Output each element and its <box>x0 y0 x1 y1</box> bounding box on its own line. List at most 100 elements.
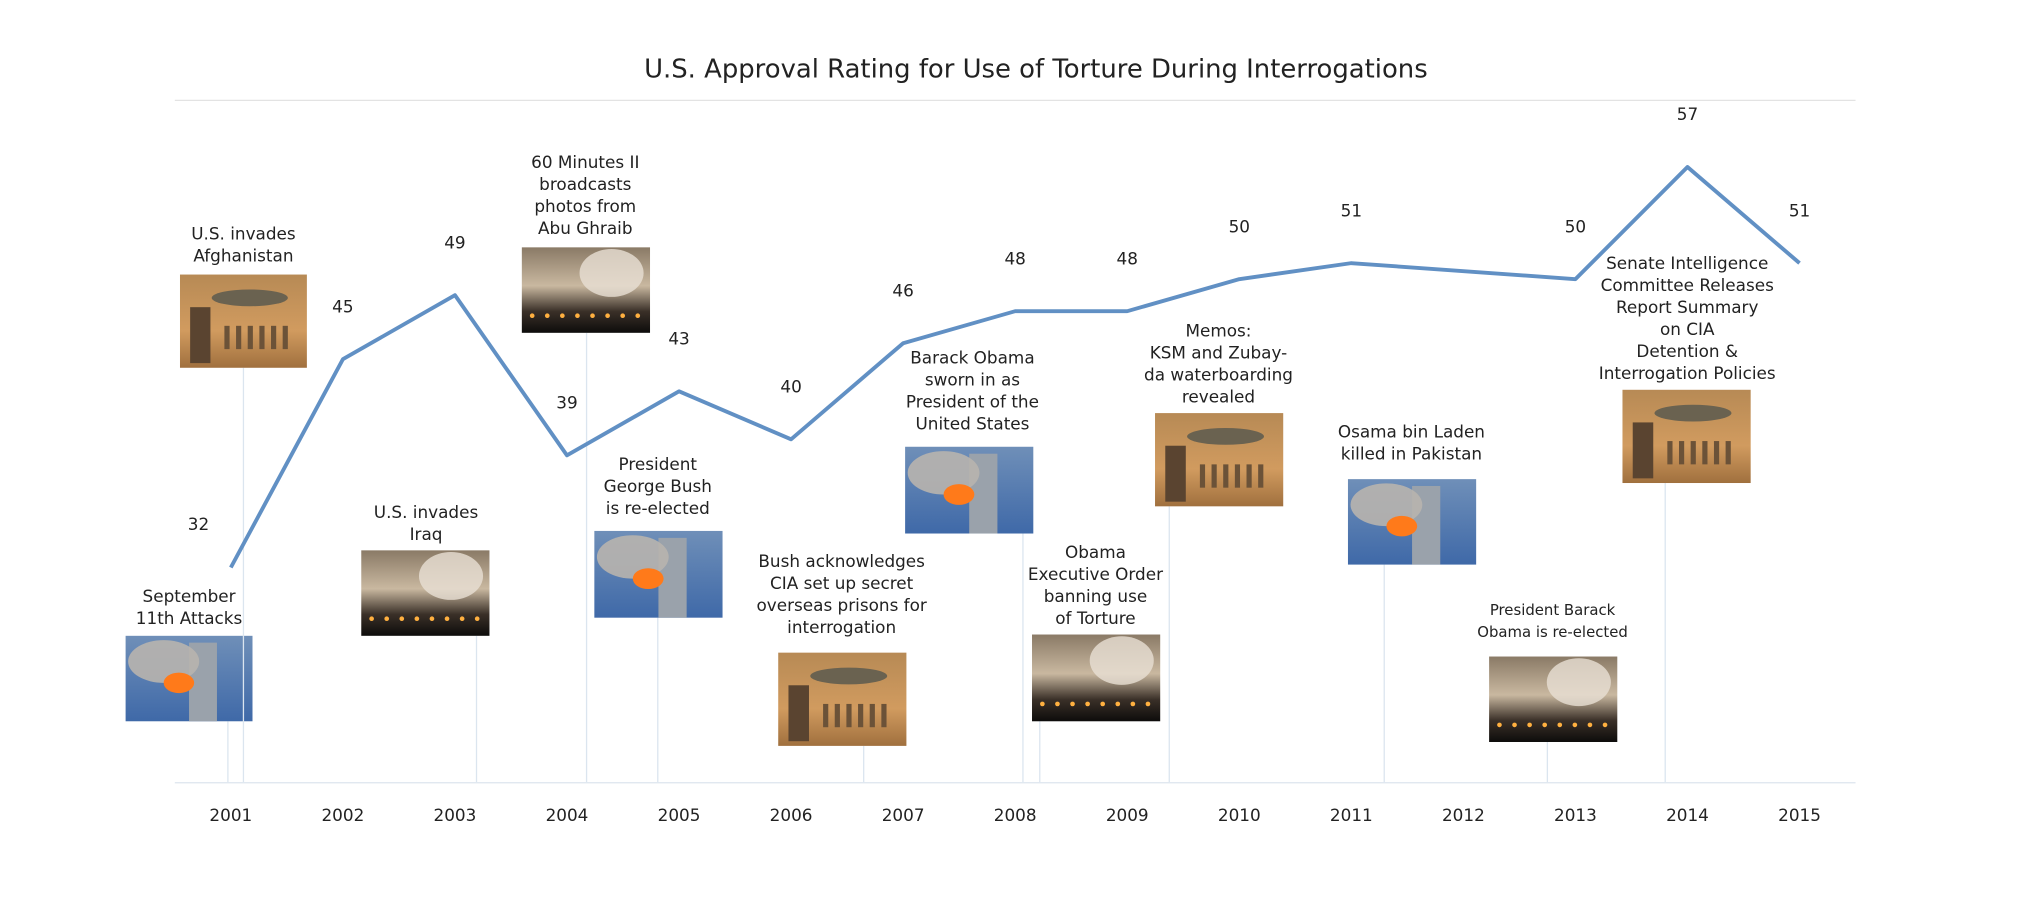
photo-shape <box>163 672 195 694</box>
annotation-text: on CIA <box>1660 319 1715 339</box>
photo-shape <box>282 325 288 350</box>
photo-shape <box>1542 722 1548 728</box>
photo-shape <box>128 640 200 683</box>
annotation-text: overseas prisons for <box>756 595 926 615</box>
photo-shape <box>1055 701 1060 707</box>
annotation-text: revealed <box>1182 387 1255 407</box>
annotation-text: photos from <box>534 196 636 216</box>
annotation-text: banning use <box>1044 586 1147 606</box>
photo-shape <box>369 616 374 622</box>
photo-shape <box>211 289 288 307</box>
annotation-text: George Bush <box>604 476 712 496</box>
chart-title: U.S. Approval Rating for Use of Torture … <box>644 55 1428 85</box>
annotation-text: President <box>619 454 698 474</box>
photo-shape <box>418 552 484 600</box>
plot: 2001 2002 2003 2004 2005 2006 2007 2008 2009 2010… <box>188 104 1821 825</box>
x-tick-label: 2013 <box>1554 805 1597 825</box>
photo-shape <box>1223 464 1229 488</box>
data-label: 49 <box>444 232 465 252</box>
photo-shape <box>596 535 669 579</box>
annotation-text: Committee Releases <box>1601 275 1774 295</box>
annotation-text: interrogation <box>787 617 896 637</box>
photo-shape <box>590 313 595 319</box>
photo-shape <box>1678 441 1685 465</box>
photo-shape <box>1667 441 1673 465</box>
annotation-text: Iraq <box>410 524 443 544</box>
photo-shape <box>1654 404 1732 422</box>
photo-shape <box>560 313 565 319</box>
x-tick-label: 2004 <box>546 805 589 825</box>
photo-shape <box>1386 515 1418 537</box>
photo-shape <box>1572 722 1578 728</box>
photo-shape <box>823 703 829 728</box>
photo-shape <box>858 703 864 728</box>
annotation-text: Senate Intelligence <box>1606 253 1768 273</box>
photo-shape <box>444 616 450 622</box>
x-tick-label: 2001 <box>209 805 252 825</box>
photo-shape <box>1100 701 1106 707</box>
annotation-text: 60 Minutes II <box>531 152 639 172</box>
photo-shape <box>810 667 888 685</box>
photo-shape <box>1145 701 1151 707</box>
annotation-text: September <box>143 586 236 606</box>
data-label: 50 <box>1229 216 1250 236</box>
photo-shape <box>259 325 265 350</box>
data-label: 40 <box>780 377 801 397</box>
annotation: Memos:KSM and Zubay-da waterboardingreve… <box>1144 321 1293 783</box>
photo-shape <box>1130 701 1136 707</box>
photo-shape <box>1211 464 1217 488</box>
photo-shape <box>1258 464 1264 488</box>
photo-shape <box>1350 483 1423 527</box>
photo-shape <box>544 313 550 319</box>
photo-shape <box>1713 441 1720 465</box>
photo-shape <box>575 313 580 319</box>
photo-shape <box>1602 722 1608 728</box>
photo-shape <box>1702 441 1708 465</box>
photo-shape <box>1512 722 1517 728</box>
annotation-text: KSM and Zubay- <box>1150 343 1288 363</box>
photo-shape <box>579 249 644 297</box>
data-label: 32 <box>188 514 209 534</box>
annotation-text: President of the <box>906 392 1039 412</box>
photo-shape <box>1199 464 1206 488</box>
data-label: 46 <box>892 280 913 300</box>
photo-shape <box>1187 428 1264 445</box>
data-label: 39 <box>556 393 577 413</box>
annotation-text: is re-elected <box>606 498 710 518</box>
photo-shape <box>1497 722 1502 728</box>
x-tick-label: 2015 <box>1778 805 1821 825</box>
photo-shape <box>605 313 610 319</box>
data-label: 50 <box>1565 216 1586 236</box>
x-tick-label: 2008 <box>994 805 1037 825</box>
photo-shape <box>529 313 535 319</box>
photo-shape <box>474 616 480 622</box>
photo-shape <box>1040 701 1045 707</box>
photo-shape <box>414 616 420 622</box>
x-tick-label: 2006 <box>770 805 813 825</box>
annotation-text: President Barack <box>1490 601 1616 619</box>
x-tick-label: 2014 <box>1666 805 1709 825</box>
x-tick-label: 2011 <box>1330 805 1373 825</box>
annotation-text: Osama bin Laden <box>1338 422 1485 442</box>
data-label: 57 <box>1677 104 1698 124</box>
annotation-text: broadcasts <box>539 174 631 194</box>
x-tick-label: 2005 <box>658 805 701 825</box>
annotation-text: U.S. invades <box>374 502 478 522</box>
photo-shape <box>1085 701 1090 707</box>
x-tick-label: 2010 <box>1218 805 1261 825</box>
x-tick-label: 2002 <box>321 805 364 825</box>
photo-shape <box>429 616 435 622</box>
annotation-text: United States <box>915 414 1029 434</box>
photo-shape <box>620 313 626 319</box>
annotation-text: Executive Order <box>1028 564 1163 584</box>
photo-shape <box>1246 464 1252 488</box>
photo-shape <box>1089 636 1154 685</box>
annotation-text: Obama is re-elected <box>1477 623 1628 641</box>
